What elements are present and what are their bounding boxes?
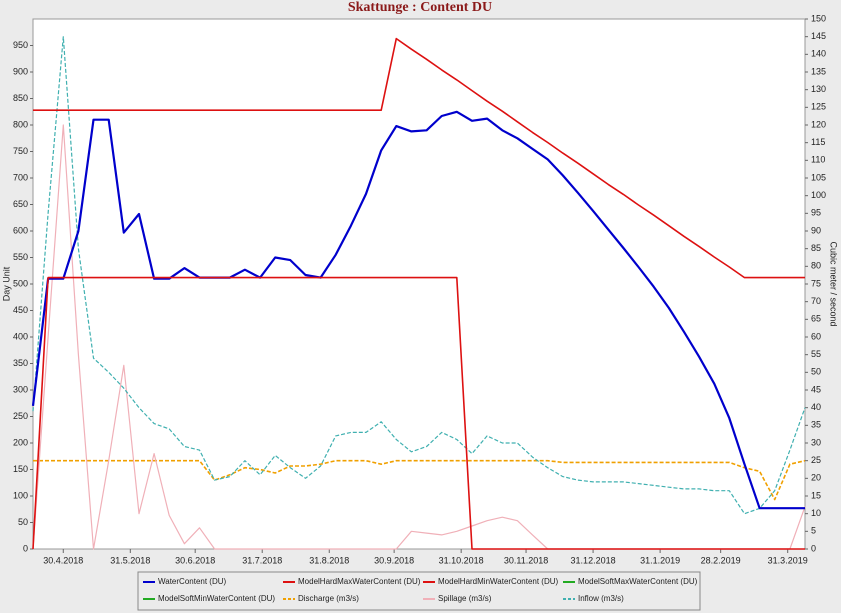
y2-tick-label: 55 bbox=[811, 349, 821, 359]
x-tick-label: 31.12.2018 bbox=[571, 555, 616, 565]
y2-tick-label: 130 bbox=[811, 84, 826, 94]
y-tick-label: 200 bbox=[13, 437, 28, 447]
series-line bbox=[33, 459, 806, 501]
y-tick-label: 450 bbox=[13, 305, 28, 315]
y-tick-label: 800 bbox=[13, 119, 28, 129]
legend-label: Spillage (m3/s) bbox=[438, 594, 492, 603]
y-axis-label: Day Unit bbox=[1, 266, 11, 301]
y2-tick-label: 0 bbox=[811, 543, 816, 553]
plot-area bbox=[32, 18, 806, 550]
x-tick-label: 30.6.2018 bbox=[175, 555, 215, 565]
y-tick-label: 900 bbox=[13, 66, 28, 76]
legend-label: ModelSoftMinWaterContent (DU) bbox=[158, 594, 275, 603]
y2-tick-label: 140 bbox=[811, 49, 826, 59]
y2-tick-label: 115 bbox=[811, 137, 825, 147]
legend-label: ModelSoftMaxWaterContent (DU) bbox=[578, 577, 698, 586]
y-tick-label: 250 bbox=[13, 411, 28, 421]
y2-tick-label: 60 bbox=[811, 331, 821, 341]
y2-tick-label: 65 bbox=[811, 314, 821, 324]
y2-tick-label: 20 bbox=[811, 473, 821, 483]
legend-box bbox=[137, 571, 701, 611]
series-line bbox=[31, 110, 805, 510]
legend-label: Inflow (m3/s) bbox=[578, 594, 624, 603]
y2-tick-label: 100 bbox=[811, 190, 826, 200]
y-tick-label: 300 bbox=[13, 384, 28, 394]
y2-tick-label: 40 bbox=[811, 402, 821, 412]
y2-tick-label: 5 bbox=[811, 526, 816, 536]
legend-label: ModelHardMinWaterContent (DU) bbox=[438, 577, 559, 586]
y2-tick-label: 125 bbox=[811, 102, 826, 112]
y-tick-label: 650 bbox=[13, 199, 28, 209]
x-tick-label: 31.5.2018 bbox=[110, 555, 150, 565]
x-tick-label: 31.3.2019 bbox=[768, 555, 808, 565]
y-tick-label: 150 bbox=[13, 464, 28, 474]
y-tick-label: 350 bbox=[13, 358, 28, 368]
y2-tick-label: 110 bbox=[811, 155, 825, 165]
y2-tick-label: 85 bbox=[811, 243, 821, 253]
chart-title: Skattunge : Content DU bbox=[348, 0, 492, 15]
y2-tick-label: 80 bbox=[811, 261, 821, 271]
y-tick-label: 950 bbox=[13, 40, 28, 50]
y2-tick-label: 10 bbox=[811, 508, 821, 518]
y-tick-label: 400 bbox=[13, 331, 28, 341]
y2-tick-label: 70 bbox=[811, 296, 821, 306]
y2-tick-label: 120 bbox=[811, 119, 826, 129]
y2-tick-label: 50 bbox=[811, 367, 821, 377]
x-tick-label: 28.2.2019 bbox=[701, 555, 741, 565]
legend-label: ModelHardMaxWaterContent (DU) bbox=[298, 577, 421, 586]
x-tick-label: 31.1.2019 bbox=[640, 555, 680, 565]
y2-tick-label: 105 bbox=[811, 172, 826, 182]
y2-axis-label: Cubic meter / second bbox=[829, 241, 839, 326]
x-tick-label: 30.4.2018 bbox=[43, 555, 83, 565]
y-tick-label: 550 bbox=[13, 252, 28, 262]
y-tick-label: 500 bbox=[13, 278, 28, 288]
series-line bbox=[32, 276, 805, 550]
y2-tick-label: 90 bbox=[811, 225, 821, 235]
x-tick-label: 31.10.2018 bbox=[439, 555, 484, 565]
x-tick-label: 30.11.2018 bbox=[504, 555, 548, 565]
x-tick-label: 31.8.2018 bbox=[309, 555, 349, 565]
y-tick-label: 0 bbox=[23, 543, 28, 553]
y2-tick-label: 45 bbox=[811, 384, 821, 394]
y2-tick-label: 150 bbox=[811, 13, 826, 23]
series-line bbox=[33, 37, 805, 279]
y-tick-label: 750 bbox=[13, 146, 28, 156]
y-tick-label: 50 bbox=[18, 517, 28, 527]
y-tick-label: 600 bbox=[13, 225, 28, 235]
y-tick-label: 100 bbox=[13, 490, 28, 500]
y2-tick-label: 95 bbox=[811, 208, 821, 218]
y-tick-label: 850 bbox=[13, 93, 28, 103]
y-tick-label: 700 bbox=[13, 172, 28, 182]
legend-label: WaterContent (DU) bbox=[158, 577, 227, 586]
x-tick-label: 31.7.2018 bbox=[242, 555, 282, 565]
y2-tick-label: 35 bbox=[811, 420, 821, 430]
x-tick-label: 30.9.2018 bbox=[374, 555, 414, 565]
y2-tick-label: 75 bbox=[811, 278, 821, 288]
y2-tick-label: 145 bbox=[811, 31, 826, 41]
y2-tick-label: 30 bbox=[811, 437, 821, 447]
series-line bbox=[32, 36, 806, 515]
y2-tick-label: 135 bbox=[811, 66, 826, 76]
y2-tick-label: 15 bbox=[811, 490, 821, 500]
y2-tick-label: 25 bbox=[811, 455, 821, 465]
legend-label: Discharge (m3/s) bbox=[298, 594, 359, 603]
